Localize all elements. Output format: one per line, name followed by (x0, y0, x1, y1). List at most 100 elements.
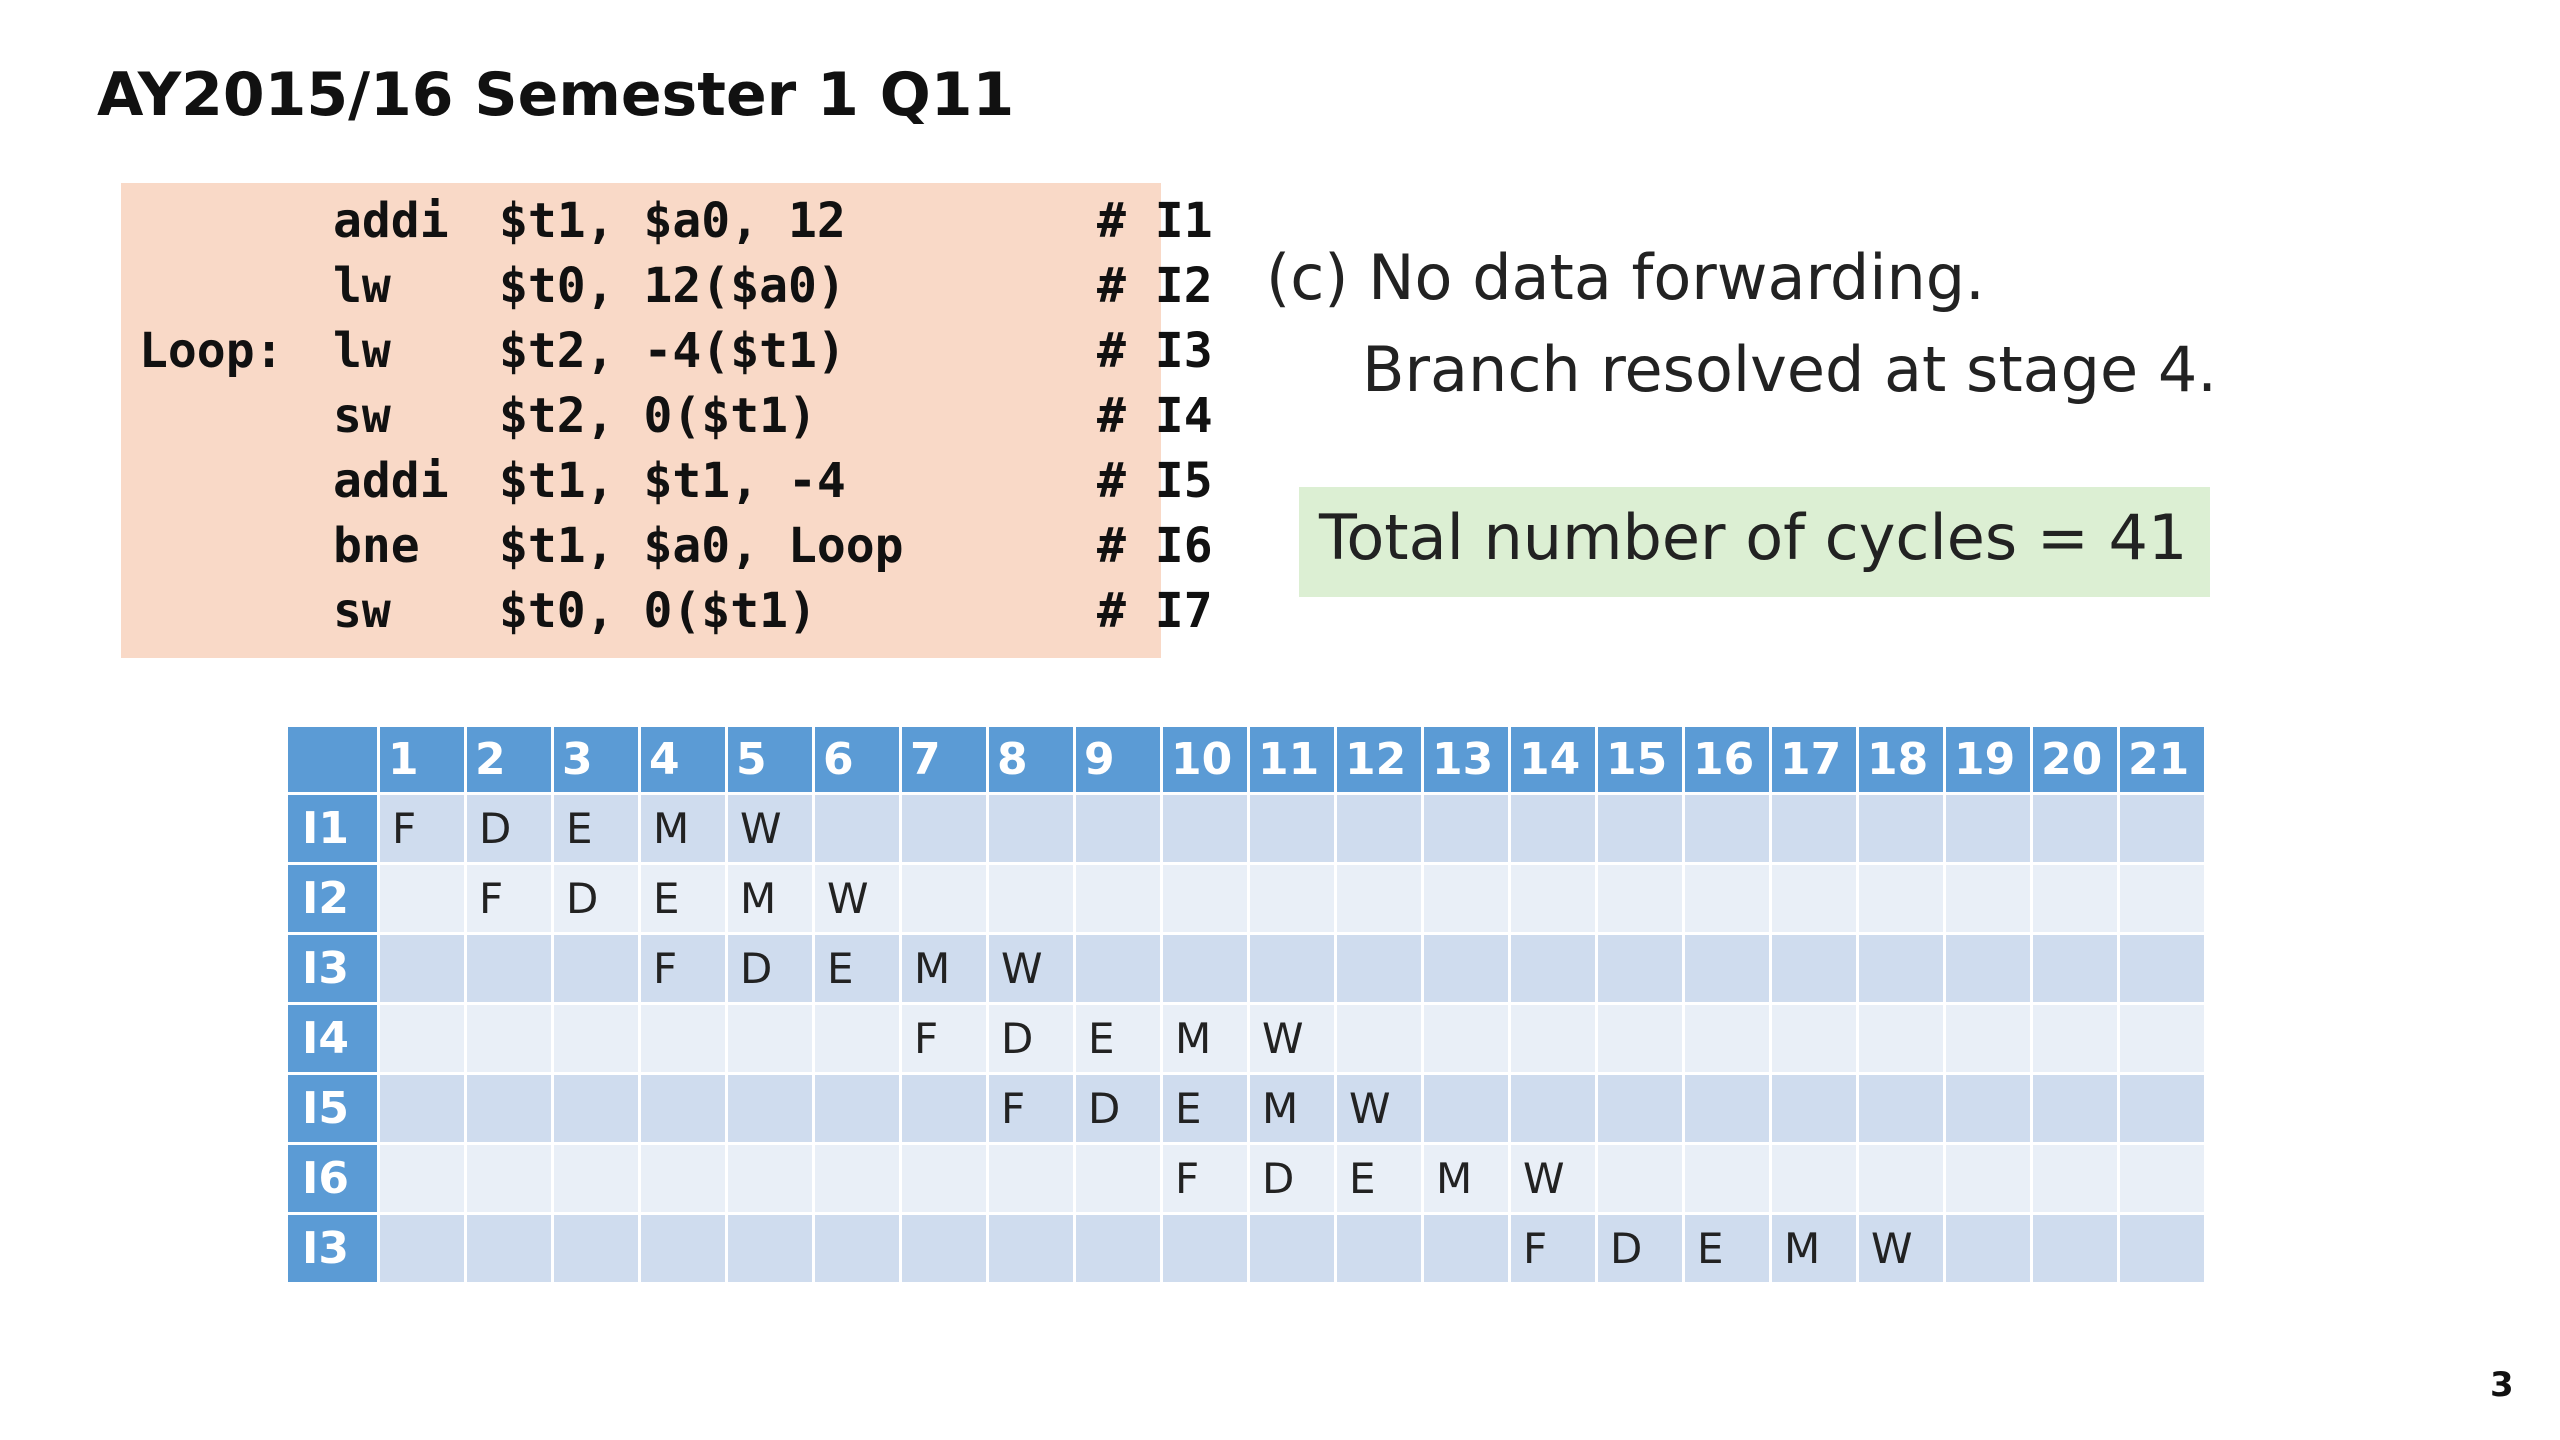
stage-cell: D (464, 792, 554, 865)
stage-cell (1595, 862, 1685, 935)
slide-title: AY2015/16 Semester 1 Q11 (97, 60, 1015, 130)
stage-cell (1943, 1072, 2033, 1145)
code-args: $t1, $a0, 12 (499, 193, 846, 249)
cycle-header: 12 (1334, 724, 1424, 795)
stage-cell (812, 1212, 902, 1285)
stage-cell (899, 1072, 989, 1145)
stage-cell (1943, 862, 2033, 935)
instruction-label: I3 (285, 1212, 380, 1285)
stage-cell (464, 932, 554, 1005)
total-cycles-text: Total number of cycles = 41 (1319, 501, 2188, 574)
stage-cell (812, 792, 902, 865)
cycle-header: 17 (1769, 724, 1859, 795)
stage-cell (1682, 1002, 1772, 1075)
stage-cell: E (1160, 1072, 1250, 1145)
stage-cell (1682, 932, 1772, 1005)
cycle-header: 19 (1943, 724, 2033, 795)
stage-cell (1769, 862, 1859, 935)
stage-cell (1856, 792, 1946, 865)
stage-cell (1160, 932, 1250, 1005)
cycle-header: 14 (1508, 724, 1598, 795)
instruction-label: I6 (285, 1142, 380, 1215)
code-op: addi (333, 453, 449, 509)
instruction-row: I3 F D E M W (285, 1212, 2207, 1285)
instruction-row: I3 F D E M W (285, 932, 2207, 1005)
stage-cell (1160, 792, 1250, 865)
stage-cell (899, 1142, 989, 1215)
stage-cell: D (986, 1002, 1076, 1075)
code-op: bne (333, 518, 420, 574)
note-line-2: Branch resolved at stage 4. (1362, 333, 2218, 406)
stage-cell (2030, 932, 2120, 1005)
stage-cell (377, 932, 467, 1005)
stage-cell (2117, 1072, 2207, 1145)
stage-cell (1508, 862, 1598, 935)
stage-cell: D (1595, 1212, 1685, 1285)
stage-cell (1160, 862, 1250, 935)
stage-cell: F (638, 932, 728, 1005)
stage-cell (464, 1002, 554, 1075)
stage-cell (1247, 932, 1337, 1005)
stage-cell: F (986, 1072, 1076, 1145)
stage-cell (377, 1002, 467, 1075)
stage-cell: E (1073, 1002, 1163, 1075)
code-line: sw $t0, 0($t1) # I7 (139, 583, 1213, 647)
instruction-row: I4 F D E M W (285, 1002, 2207, 1075)
stage-cell (464, 1072, 554, 1145)
stage-cell (1421, 932, 1511, 1005)
code-args: $t1, $t1, -4 (499, 453, 846, 509)
instruction-row: I2 F D E M W (285, 862, 2207, 935)
stage-cell (1247, 1212, 1337, 1285)
code-op: sw (333, 388, 391, 444)
stage-cell: M (638, 792, 728, 865)
cycle-header: 5 (725, 724, 815, 795)
stage-cell (1856, 1002, 1946, 1075)
stage-cell: M (1160, 1002, 1250, 1075)
code-comment: # I2 (1097, 258, 1213, 314)
pipeline-header-row: 1 2 3 4 5 6 7 8 9 10 11 12 13 14 15 16 17 18 19 20 21 (285, 724, 2207, 795)
code-op: sw (333, 583, 391, 639)
stage-cell (725, 1072, 815, 1145)
stage-cell (638, 1002, 728, 1075)
stage-cell (638, 1212, 728, 1285)
stage-cell: W (1508, 1142, 1598, 1215)
code-op: addi (333, 193, 449, 249)
stage-cell (2117, 932, 2207, 1005)
cycle-header: 1 (377, 724, 467, 795)
code-comment: # I6 (1097, 518, 1213, 574)
stage-cell (1682, 792, 1772, 865)
pipeline-table: 1 2 3 4 5 6 7 8 9 10 11 12 13 14 15 16 17 18 19 20 21 I1 F D E M… (285, 724, 2207, 1285)
stage-cell: W (1247, 1002, 1337, 1075)
stage-cell (725, 1002, 815, 1075)
instruction-label: I3 (285, 932, 380, 1005)
stage-cell: F (899, 1002, 989, 1075)
stage-cell (1943, 1142, 2033, 1215)
stage-cell (1334, 932, 1424, 1005)
stage-cell (1334, 792, 1424, 865)
cycle-header: 9 (1073, 724, 1163, 795)
stage-cell (2030, 1212, 2120, 1285)
stage-cell (1073, 1212, 1163, 1285)
stage-cell (1247, 862, 1337, 935)
cycle-header: 10 (1160, 724, 1250, 795)
cycle-header: 6 (812, 724, 902, 795)
code-args: $t0, 0($t1) (499, 583, 817, 639)
instruction-label: I2 (285, 862, 380, 935)
code-comment: # I7 (1097, 583, 1213, 639)
stage-cell (1943, 1212, 2033, 1285)
code-line: Loop: lw $t2, -4($t1) # I3 (139, 323, 1213, 387)
stage-cell (1421, 862, 1511, 935)
stage-cell (1769, 1072, 1859, 1145)
stage-cell: E (551, 792, 641, 865)
code-label: Loop: (139, 323, 284, 379)
stage-cell (377, 862, 467, 935)
stage-cell: E (1682, 1212, 1772, 1285)
stage-cell: E (638, 862, 728, 935)
stage-cell (986, 792, 1076, 865)
stage-cell (377, 1142, 467, 1215)
stage-cell (1595, 792, 1685, 865)
code-line: addi $t1, $a0, 12 # I1 (139, 193, 1213, 257)
stage-cell: W (725, 792, 815, 865)
stage-cell (377, 1072, 467, 1145)
code-comment: # I1 (1097, 193, 1213, 249)
